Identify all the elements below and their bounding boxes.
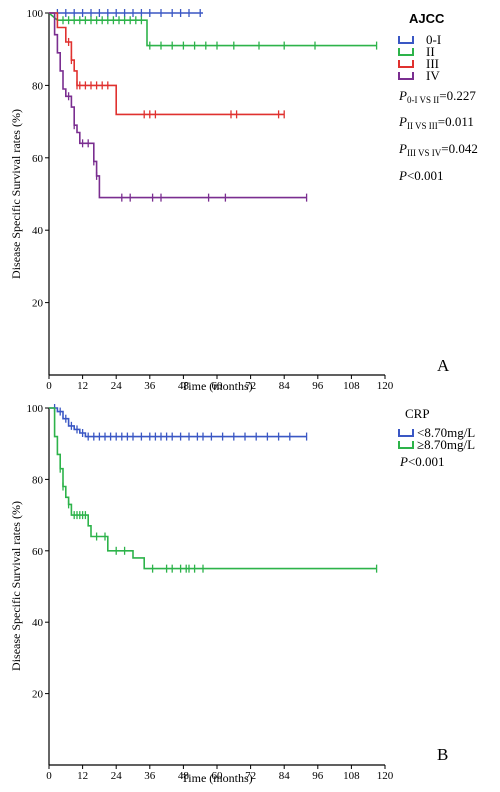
p-subscript: 0-I VS II	[407, 95, 439, 105]
y-tick-label: 80	[32, 474, 44, 486]
panel-a-y-axis-label: Disease Specific Survival rates (%)	[9, 109, 23, 279]
survival-curve-3	[49, 12, 307, 199]
legend-swatch	[398, 36, 414, 44]
panel-b-legend-item-low: <8.70mg/L	[398, 425, 475, 440]
y-tick-label: 20	[32, 689, 44, 701]
panel-a-legend-item-0-i: 0-I	[398, 32, 441, 47]
y-tick-label: 100	[27, 403, 44, 415]
panel-a-legend-item-iv: IV	[398, 68, 440, 83]
survival-curve-1	[49, 407, 377, 570]
p-value: <0.001	[408, 454, 445, 469]
panel-a-p-value-overall: P<0.001	[398, 168, 444, 183]
x-tick-label: 0	[46, 380, 52, 392]
legend-label: II	[426, 44, 435, 59]
survival-curve-0	[49, 407, 307, 438]
legend-swatch	[398, 441, 414, 449]
x-tick-label: 96	[312, 380, 324, 392]
panel-a-legend-item-ii: II	[398, 44, 435, 59]
panel-a-chart: 0 12 24 36 48 60 72 84 96 108 120 20 40 60 80 100 Time…	[9, 8, 478, 393]
panel-a-p-value-3: PIII VS IV=0.042	[398, 141, 478, 158]
y-tick-label: 60	[32, 153, 44, 165]
x-tick-label: 36	[144, 770, 156, 782]
y-tick-label: 100	[27, 8, 44, 20]
panel-a-letter: A	[437, 356, 450, 375]
panel-a-p-value-1: P0-I VS II=0.227	[398, 88, 476, 105]
x-tick-label: 120	[377, 770, 394, 782]
panel-b-p-value-overall: P<0.001	[399, 454, 445, 469]
panel-a-y-ticks: 20 40 60 80 100	[27, 8, 49, 310]
x-tick-label: 12	[77, 380, 88, 392]
x-tick-label: 84	[279, 770, 291, 782]
panel-b-y-axis-label: Disease Specific Survival rates (%)	[9, 501, 23, 671]
panel-b-letter: B	[437, 745, 448, 764]
x-tick-label: 12	[77, 770, 88, 782]
x-tick-label: 72	[245, 770, 256, 782]
x-tick-label: 108	[343, 770, 360, 782]
p-value: <0.001	[407, 168, 444, 183]
panel-b-chart: 0 12 24 36 48 60 72 84 96 108 120 20 40 60 80 100 Time…	[9, 403, 475, 785]
panel-a-legend-title: AJCC	[409, 11, 445, 26]
legend-label: <8.70mg/L	[417, 425, 475, 440]
survival-curve-1	[48, 12, 377, 47]
x-tick-label: 60	[212, 380, 224, 392]
x-tick-label: 108	[343, 380, 360, 392]
legend-swatch	[398, 48, 414, 56]
x-tick-label: 84	[279, 380, 291, 392]
y-tick-label: 40	[32, 617, 44, 629]
legend-label: IV	[426, 68, 440, 83]
legend-label: 0-I	[426, 32, 441, 47]
x-tick-label: 60	[212, 770, 224, 782]
panel-b-y-ticks: 20 40 60 80 100	[27, 403, 49, 701]
panel-b-x-axis-label: Time (months)	[181, 771, 252, 785]
y-tick-label: 20	[32, 298, 44, 310]
legend-swatch	[398, 429, 414, 437]
panel-b-series	[49, 404, 378, 573]
legend-label: III	[426, 56, 439, 71]
panel-a-series	[48, 9, 378, 202]
p-value: =0.042	[441, 141, 478, 156]
x-tick-label: 96	[312, 770, 324, 782]
x-tick-label: 36	[144, 380, 156, 392]
panel-a-p-value-2: PII VS III=0.011	[398, 114, 474, 131]
x-tick-label: 72	[245, 380, 256, 392]
p-subscript: II VS III	[407, 121, 438, 131]
p-subscript: III VS IV	[407, 148, 442, 158]
panel-b-x-ticks: 0 12 24 36 48 60 72 84 96 108 120	[46, 765, 394, 782]
y-tick-label: 40	[32, 225, 44, 237]
x-tick-label: 0	[46, 770, 52, 782]
x-tick-label: 48	[178, 380, 190, 392]
panel-a-legend-item-iii: III	[398, 56, 439, 71]
x-tick-label: 120	[377, 380, 394, 392]
panel-b-legend-item-high: ≥8.70mg/L	[398, 437, 475, 452]
x-tick-label: 24	[111, 380, 123, 392]
legend-swatch	[398, 72, 414, 80]
y-tick-label: 60	[32, 546, 44, 558]
y-tick-label: 80	[32, 80, 44, 92]
x-tick-label: 48	[178, 770, 190, 782]
p-value: =0.011	[438, 114, 474, 129]
legend-label: ≥8.70mg/L	[417, 437, 475, 452]
x-tick-label: 24	[111, 770, 123, 782]
survival-curve-2	[49, 12, 285, 116]
legend-swatch	[398, 60, 414, 68]
panel-a-x-axis-label: Time (months)	[181, 379, 252, 393]
p-value: =0.227	[439, 88, 476, 103]
panel-b-legend-title: CRP	[405, 406, 430, 421]
panel-a-x-ticks: 0 12 24 36 48 60 72 84 96 108 120	[46, 375, 394, 392]
